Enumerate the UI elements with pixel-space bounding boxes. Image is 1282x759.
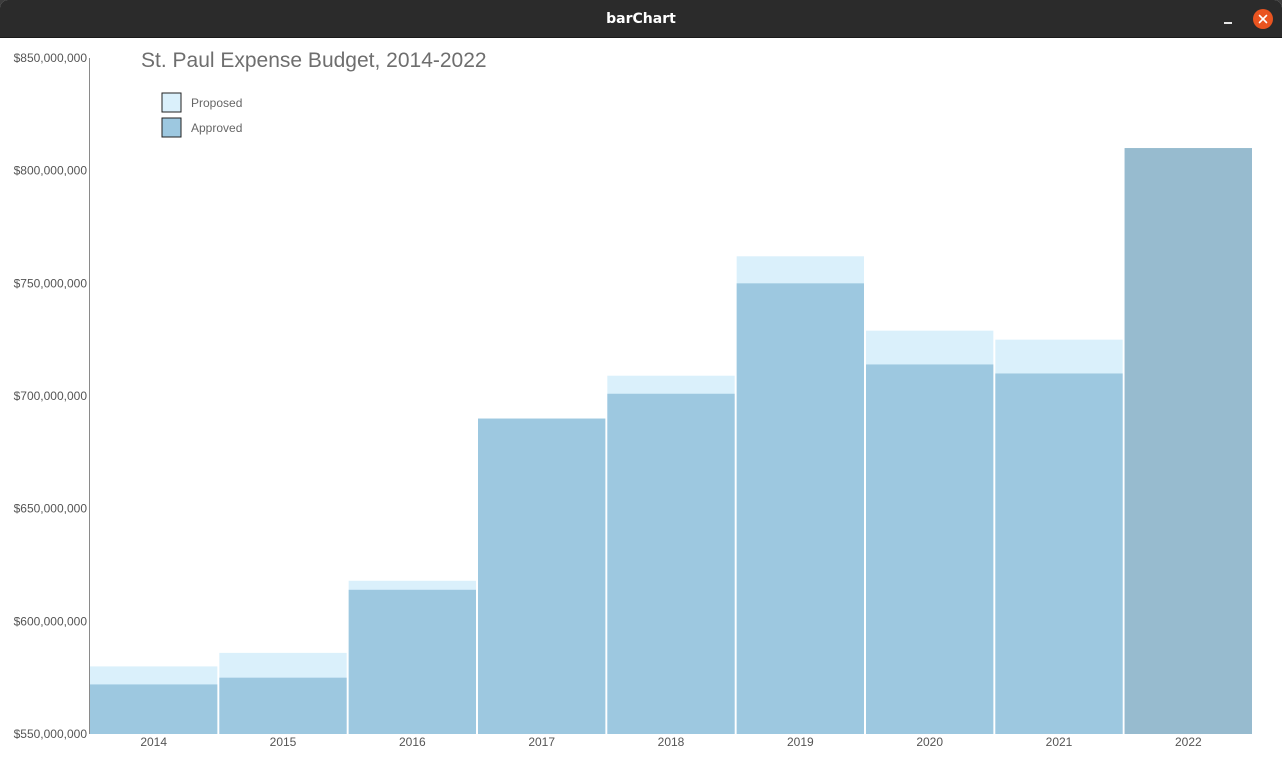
- legend-label-approved: Approved: [191, 121, 242, 135]
- bar-approved-2015[interactable]: [219, 677, 347, 734]
- y-tick-label: $750,000,000: [14, 276, 88, 290]
- x-tick-label-2022: 2022: [1175, 735, 1202, 749]
- x-tick-label-2016: 2016: [399, 735, 426, 749]
- x-tick-label-2018: 2018: [658, 735, 685, 749]
- legend-label-proposed: Proposed: [191, 96, 242, 110]
- chart-title: St. Paul Expense Budget, 2014-2022: [141, 49, 487, 72]
- x-tick-label-2021: 2021: [1046, 735, 1073, 749]
- close-button[interactable]: [1253, 9, 1273, 29]
- legend-swatch-approved: [161, 117, 182, 138]
- minimize-button[interactable]: [1218, 9, 1238, 29]
- bar-approved-2022[interactable]: [1124, 148, 1252, 735]
- y-tick-label: $600,000,000: [14, 614, 88, 628]
- bar-approved-2021[interactable]: [995, 373, 1123, 734]
- y-tick-label: $850,000,000: [14, 51, 88, 65]
- minimize-icon: [1224, 22, 1232, 24]
- bar-approved-2016[interactable]: [348, 589, 476, 734]
- x-tick-label-2015: 2015: [270, 735, 297, 749]
- bar-approved-2014[interactable]: [90, 684, 218, 734]
- bar-approved-2017[interactable]: [478, 418, 606, 734]
- bar-approved-2018[interactable]: [607, 393, 735, 734]
- y-tick-label: $700,000,000: [14, 389, 88, 403]
- close-icon: [1258, 14, 1268, 24]
- x-tick-label-2019: 2019: [787, 735, 814, 749]
- bar-approved-2019[interactable]: [736, 283, 864, 734]
- x-tick-label-2020: 2020: [916, 735, 943, 749]
- title-bar[interactable]: barChart: [0, 0, 1282, 38]
- bar-approved-2020[interactable]: [866, 364, 994, 734]
- window-title: barChart: [606, 11, 676, 27]
- chart-area: 2014 2015 2016 2017 2018 2019 2020 2021 2022 $550…: [0, 38, 1282, 759]
- y-tick-label: $550,000,000: [14, 727, 88, 741]
- y-tick-label: $650,000,000: [14, 502, 88, 516]
- x-tick-label-2014: 2014: [140, 735, 167, 749]
- y-tick-label: $800,000,000: [14, 164, 88, 178]
- legend-swatch-proposed: [161, 92, 182, 113]
- x-tick-label-2017: 2017: [528, 735, 555, 749]
- bar-chart: 2014 2015 2016 2017 2018 2019 2020 2021 2022 $550…: [14, 49, 1252, 749]
